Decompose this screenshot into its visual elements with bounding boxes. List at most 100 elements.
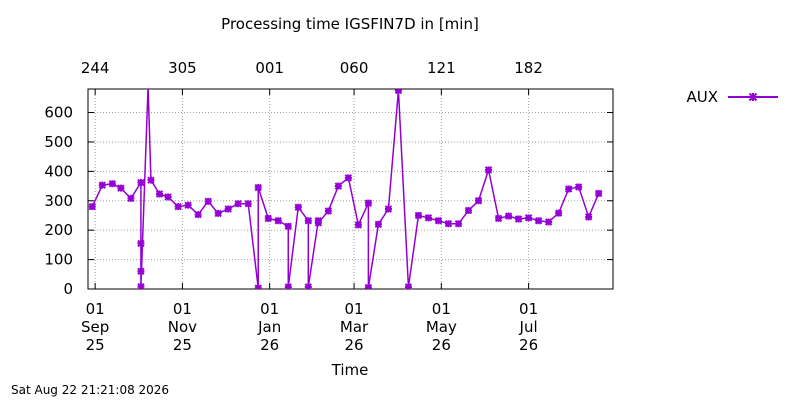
y-tick-label: 0 (63, 280, 73, 298)
data-point (504, 212, 513, 220)
data-point (514, 215, 523, 223)
data-point (364, 283, 373, 289)
data-point (494, 214, 503, 223)
data-point (254, 183, 262, 192)
series-line-aux (91, 89, 600, 289)
data-point (314, 219, 323, 227)
data-point (424, 214, 433, 222)
series-layer (88, 89, 603, 289)
x-tick-label-year: 25 (86, 336, 105, 354)
x-tick-label-month: Jul (519, 318, 538, 336)
data-point (214, 209, 222, 218)
data-point (137, 178, 145, 187)
data-point (554, 209, 563, 217)
x-tick-label-year: 25 (173, 336, 192, 354)
grid (88, 89, 613, 289)
data-point (374, 220, 383, 229)
data-point (174, 202, 182, 211)
chart-title: Processing time IGSFIN7D in [min] (221, 15, 479, 33)
data-point (137, 239, 145, 248)
x-tick-label-year: 26 (260, 336, 279, 354)
x-top-tick-label: 121 (427, 59, 456, 77)
data-point (544, 218, 553, 226)
x-tick-label-month: Jan (257, 318, 281, 336)
data-point (244, 199, 252, 208)
data-point (284, 283, 292, 289)
x-tick-label-year: 26 (345, 336, 364, 354)
data-point (117, 184, 125, 192)
data-point (224, 205, 232, 213)
data-point (404, 283, 413, 289)
x-tick-label-month: May (426, 318, 457, 336)
series-aux (88, 89, 603, 289)
data-point (394, 89, 403, 95)
data-point (434, 217, 443, 225)
legend: AUX (686, 88, 778, 106)
plot-frame (87, 88, 614, 290)
x-top-tick-label: 060 (340, 59, 369, 77)
data-point (354, 221, 363, 229)
data-point (584, 213, 593, 221)
data-point (108, 179, 117, 188)
data-point (534, 217, 543, 225)
data-point (137, 282, 145, 289)
x-top-tick-label: 244 (81, 59, 110, 77)
x-axis-label: Time (331, 361, 369, 379)
data-point (594, 189, 603, 198)
y-tick-label: 400 (44, 162, 73, 180)
x-tick-label-month: Nov (168, 318, 197, 336)
data-point (474, 197, 483, 205)
data-point (294, 203, 302, 211)
data-point (98, 181, 107, 189)
data-point (524, 214, 533, 222)
data-point (464, 206, 473, 215)
data-point (564, 185, 573, 193)
x-top-tick-label: 305 (168, 59, 197, 77)
data-point (414, 211, 423, 220)
data-point (88, 202, 96, 211)
x-tick-label-year: 26 (432, 336, 451, 354)
data-point (274, 217, 282, 225)
data-point (364, 199, 373, 207)
y-tick-label: 100 (44, 251, 73, 269)
data-point (344, 174, 353, 182)
data-point (254, 284, 262, 289)
data-point (574, 183, 583, 191)
data-point (284, 222, 292, 231)
axis-ticks: 010020030040050060001Sep2501Nov2501Jan26… (44, 59, 613, 354)
x-tick-label-day: 01 (173, 300, 192, 318)
y-tick-label: 200 (44, 221, 73, 239)
x-tick-label-month: Mar (340, 318, 369, 336)
data-point (264, 214, 272, 223)
x-tick-label-day: 01 (519, 300, 538, 318)
data-point (444, 219, 453, 228)
data-point (324, 207, 333, 215)
data-point (204, 197, 212, 206)
x-tick-label-day: 01 (86, 300, 105, 318)
x-tick-label-day: 01 (432, 300, 451, 318)
data-point (137, 267, 145, 276)
legend-label-aux: AUX (686, 88, 718, 106)
data-point (164, 193, 172, 201)
data-point (184, 201, 192, 209)
x-tick-label-month: Sep (81, 318, 109, 336)
footer-timestamp: Sat Aug 22 21:21:08 2026 (11, 383, 169, 397)
data-point (384, 205, 393, 213)
data-point (484, 166, 493, 174)
data-point (454, 219, 463, 228)
y-tick-label: 500 (44, 133, 73, 151)
y-tick-label: 600 (44, 104, 73, 122)
legend-marker-aux (748, 92, 758, 102)
data-point (194, 210, 202, 219)
x-tick-label-day: 01 (345, 300, 364, 318)
data-point (304, 283, 313, 289)
x-tick-label-year: 26 (519, 336, 538, 354)
x-top-tick-label: 001 (255, 59, 284, 77)
data-point (334, 182, 343, 190)
data-point (234, 199, 242, 208)
data-point (127, 194, 135, 203)
x-top-tick-label: 182 (514, 59, 543, 77)
data-point (304, 217, 313, 225)
data-point (155, 190, 164, 198)
